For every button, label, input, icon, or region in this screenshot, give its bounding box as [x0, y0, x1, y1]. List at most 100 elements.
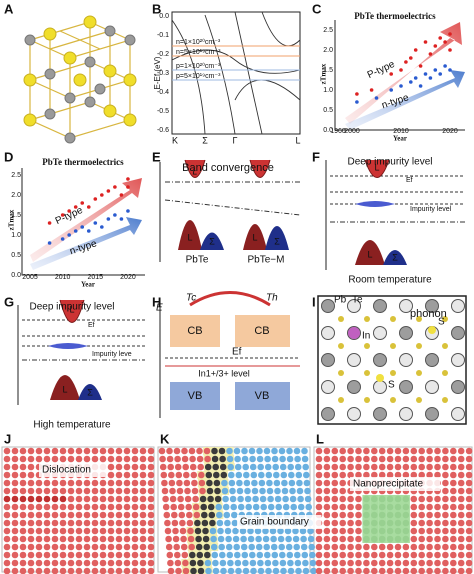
- atom: [426, 503, 433, 511]
- atom: [410, 535, 418, 543]
- atom: [315, 543, 323, 551]
- atom: [442, 511, 449, 519]
- atom: [59, 527, 67, 535]
- data-point: [413, 76, 418, 80]
- atom: [323, 519, 331, 527]
- atom: [64, 132, 76, 144]
- atom: [442, 455, 449, 463]
- label: CB: [254, 325, 269, 337]
- atom: [164, 519, 171, 527]
- atom: [207, 495, 214, 503]
- atom: [131, 495, 139, 503]
- atom: [315, 527, 323, 535]
- y-tick-label: -0.4: [157, 89, 169, 96]
- atom: [281, 487, 289, 495]
- atom: [3, 535, 11, 543]
- atom: [363, 471, 370, 479]
- atom: [355, 471, 362, 479]
- atom: [315, 559, 323, 567]
- atom: [457, 487, 465, 495]
- series-label: n-type: [68, 238, 98, 257]
- atom: [254, 527, 262, 535]
- atom: [51, 479, 59, 487]
- atom: [321, 299, 335, 313]
- atom: [43, 535, 51, 543]
- atom: [363, 463, 370, 471]
- atom: [371, 455, 378, 463]
- atom: [223, 511, 231, 519]
- atom: [75, 519, 83, 527]
- atom: [315, 567, 323, 574]
- atom: [301, 447, 308, 455]
- atom: [347, 535, 354, 543]
- atom: [23, 73, 37, 87]
- atom: [181, 447, 188, 455]
- atom: [394, 567, 402, 574]
- atom: [294, 559, 302, 567]
- atom: [315, 495, 323, 503]
- atom: [191, 487, 199, 495]
- atom: [315, 503, 323, 511]
- atom: [309, 551, 316, 559]
- atom: [19, 495, 27, 503]
- atom: [297, 495, 304, 503]
- atom: [256, 455, 264, 463]
- atom: [19, 447, 27, 455]
- atom: [83, 519, 91, 527]
- atom: [147, 551, 155, 559]
- atom: [175, 471, 183, 479]
- atom: [457, 535, 465, 543]
- atom: [442, 487, 449, 495]
- atom: [426, 455, 433, 463]
- atom: [386, 543, 394, 551]
- atom: [51, 455, 59, 463]
- atom: [426, 447, 433, 455]
- atom: [188, 447, 196, 455]
- atom: [355, 551, 362, 559]
- atom: [416, 370, 422, 376]
- panel-label: C: [312, 1, 322, 16]
- atom: [331, 551, 339, 559]
- atom: [386, 455, 394, 463]
- atom: [59, 551, 67, 559]
- atom: [450, 527, 457, 535]
- atom: [378, 471, 386, 479]
- atom: [173, 447, 181, 455]
- atom: [321, 353, 335, 367]
- atom: [434, 519, 441, 527]
- atom: [27, 455, 35, 463]
- atom: [115, 495, 123, 503]
- atom: [286, 455, 294, 463]
- atom: [249, 551, 256, 559]
- atom: [386, 463, 394, 471]
- atom: [231, 511, 238, 519]
- atom: [426, 527, 433, 535]
- atom: [233, 447, 241, 455]
- atom: [331, 463, 339, 471]
- atom: [27, 543, 35, 551]
- atom: [204, 463, 212, 471]
- atom: [394, 503, 402, 511]
- y-tick-label: -0.3: [157, 70, 169, 77]
- atom: [67, 527, 75, 535]
- atom: [402, 535, 410, 543]
- atom: [19, 527, 27, 535]
- atom: [91, 543, 99, 551]
- atom: [193, 511, 201, 519]
- atom: [115, 511, 123, 519]
- atom: [410, 503, 418, 511]
- atom: [83, 479, 91, 487]
- trend-arrow: [30, 217, 142, 270]
- atom: [19, 479, 27, 487]
- atom: [107, 487, 115, 495]
- atom: [257, 463, 265, 471]
- data-point: [369, 88, 374, 92]
- atom: [240, 543, 248, 551]
- atom: [228, 471, 235, 479]
- label: PbTe: [186, 255, 209, 266]
- atom: [115, 503, 123, 511]
- label: L: [187, 232, 192, 242]
- atom: [19, 551, 27, 559]
- atom: [371, 551, 378, 559]
